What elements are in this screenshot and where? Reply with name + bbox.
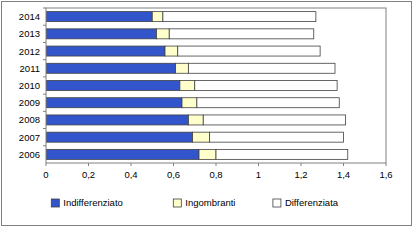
tick-mark	[131, 163, 132, 166]
legend-label: Indifferenziato	[63, 197, 123, 208]
category-label: 2006	[19, 149, 40, 160]
bar	[195, 81, 337, 91]
tick-label: 1,6	[379, 169, 392, 180]
category-label: 2009	[19, 97, 40, 108]
category-label: 2008	[19, 114, 40, 125]
legend-swatch	[173, 199, 181, 207]
bar	[165, 46, 178, 56]
tick-label: 0,8	[209, 169, 222, 180]
bar	[46, 63, 176, 73]
category-tick	[43, 111, 46, 112]
category-label: 2007	[19, 132, 40, 143]
category-label: 2014	[19, 11, 40, 22]
bar	[163, 12, 316, 22]
bar	[46, 132, 193, 142]
tick-label: 0,6	[167, 169, 180, 180]
bar	[216, 149, 348, 159]
category-tick	[43, 145, 46, 146]
category-tick	[43, 42, 46, 43]
bar	[46, 46, 165, 56]
category-tick	[43, 8, 46, 9]
category-label: 2010	[19, 80, 40, 91]
tick-mark	[301, 163, 302, 166]
plot-frame	[46, 8, 386, 163]
bar	[203, 115, 345, 125]
legend-swatch	[273, 199, 281, 207]
outer-frame	[2, 2, 412, 226]
category-tick	[43, 59, 46, 60]
tick-label: 1	[256, 169, 261, 180]
bar	[180, 81, 195, 91]
bar	[46, 29, 157, 39]
bar	[197, 98, 339, 108]
bar	[169, 29, 314, 39]
tick-label: 0,2	[82, 169, 95, 180]
category-label: 2011	[20, 63, 40, 74]
bar	[193, 132, 210, 142]
bar	[182, 98, 197, 108]
tick-label: 1,2	[294, 169, 307, 180]
bar	[46, 81, 180, 91]
legend-swatch	[51, 199, 59, 207]
category-tick	[43, 128, 46, 129]
bar	[46, 149, 199, 159]
bar	[157, 29, 170, 39]
category-label: 2013	[19, 28, 40, 39]
legend-label: Ingombranti	[185, 197, 235, 208]
category-tick	[43, 76, 46, 77]
tick-mark	[386, 163, 387, 166]
tick-mark	[46, 163, 47, 166]
bar	[46, 12, 152, 22]
tick-label: 0,4	[124, 169, 137, 180]
category-tick	[43, 25, 46, 26]
tick-mark	[173, 163, 174, 166]
bars	[46, 12, 348, 160]
category-label: 2012	[19, 46, 40, 57]
bar	[188, 63, 335, 73]
tick-label: 0	[43, 169, 48, 180]
bar	[46, 98, 182, 108]
tick-mark	[343, 163, 344, 166]
legend: Indifferenziato Ingombranti Differenziata	[51, 197, 338, 208]
tick-mark	[216, 163, 217, 166]
tick-mark	[258, 163, 259, 166]
legend-label: Differenziata	[285, 197, 339, 208]
bar	[152, 12, 163, 22]
bar	[46, 115, 188, 125]
bar	[210, 132, 344, 142]
bar	[178, 46, 320, 56]
bar	[176, 63, 189, 73]
bar	[199, 149, 216, 159]
category-tick	[43, 94, 46, 95]
bar	[188, 115, 203, 125]
tick-label: 1,4	[337, 169, 350, 180]
tick-mark	[88, 163, 89, 166]
